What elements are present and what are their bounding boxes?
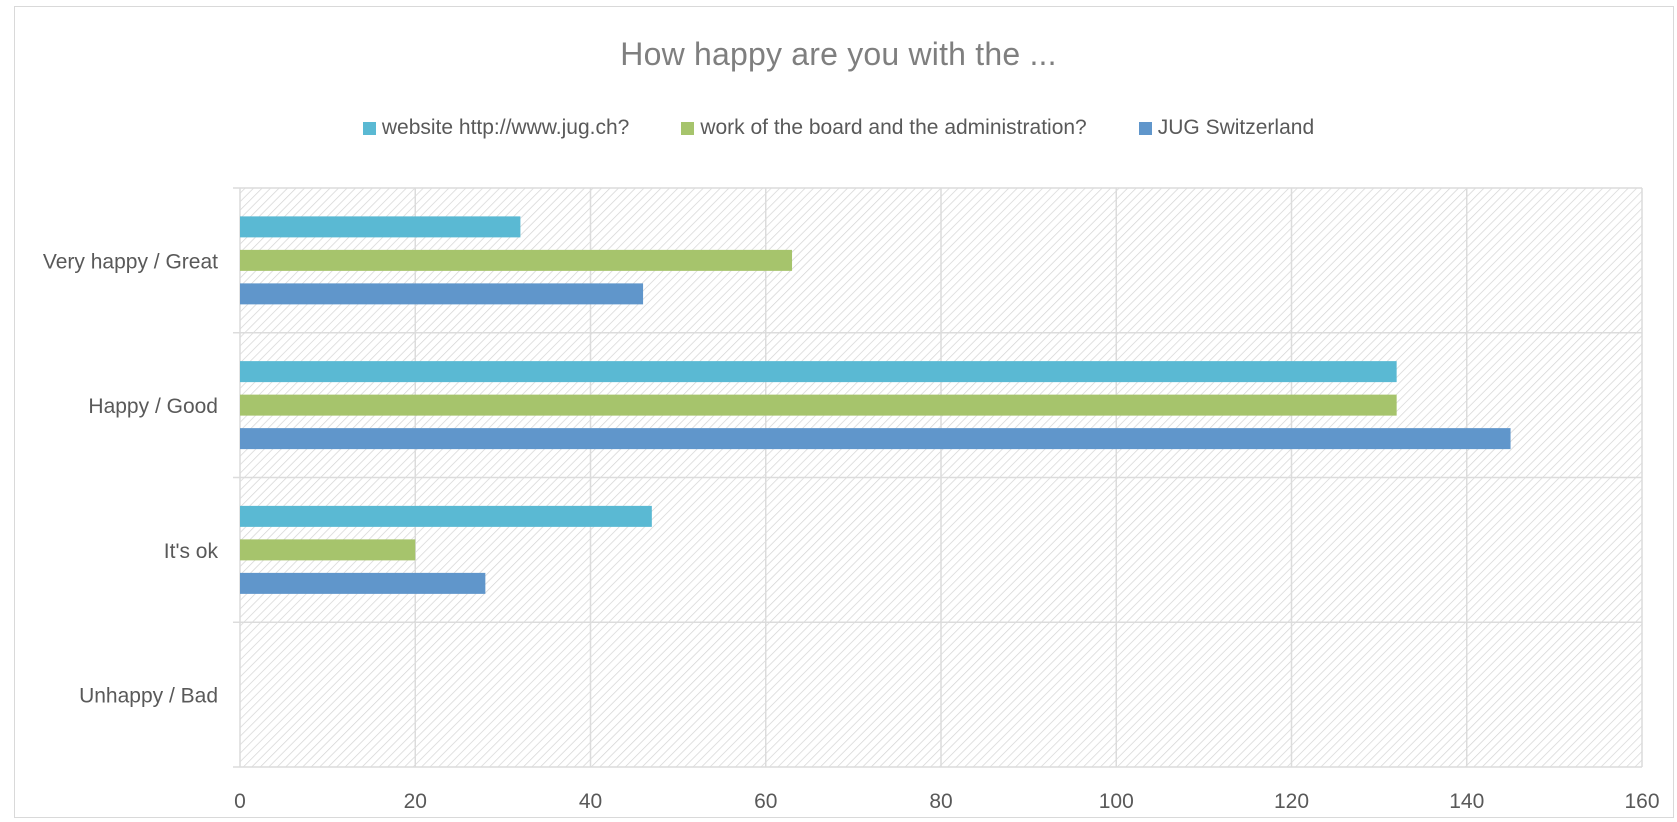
x-tick-label: 140	[1449, 790, 1484, 813]
bar	[240, 539, 416, 561]
bar	[240, 283, 644, 305]
bar	[240, 428, 1511, 450]
y-category-label: It's ok	[164, 540, 219, 563]
x-tick-label: 160	[1624, 790, 1659, 813]
bar	[240, 572, 486, 594]
bar	[240, 394, 1397, 416]
legend-label-website: website http://www.jug.ch?	[381, 116, 630, 139]
bar	[240, 505, 652, 527]
legend-swatch-board	[681, 121, 695, 135]
legend-item-jug: JUG Switzerland	[1138, 116, 1315, 140]
x-tick-label: 120	[1274, 790, 1309, 813]
x-tick-label: 40	[579, 790, 602, 813]
legend-swatch-website	[362, 121, 376, 135]
x-tick-label: 0	[234, 790, 246, 813]
bar	[240, 249, 793, 271]
y-category-label: Unhappy / Bad	[79, 685, 218, 708]
y-category-label: Happy / Good	[88, 395, 218, 418]
legend-swatch-jug	[1138, 121, 1152, 135]
legend-label-board: work of the board and the administration…	[700, 116, 1087, 139]
legend-item-website: website http://www.jug.ch?	[362, 116, 630, 140]
legend-label-jug: JUG Switzerland	[1157, 116, 1315, 139]
bar	[240, 361, 1397, 383]
y-category-label: Very happy / Great	[43, 250, 218, 273]
x-tick-label: 80	[929, 790, 952, 813]
legend: website http://www.jug.ch? work of the b…	[0, 116, 1677, 140]
legend-item-board: work of the board and the administration…	[681, 116, 1087, 140]
x-tick-label: 60	[754, 790, 777, 813]
x-tick-label: 100	[1099, 790, 1134, 813]
bar	[240, 216, 521, 238]
x-tick-label: 20	[404, 790, 427, 813]
chart-title: How happy are you with the ...	[620, 36, 1057, 72]
